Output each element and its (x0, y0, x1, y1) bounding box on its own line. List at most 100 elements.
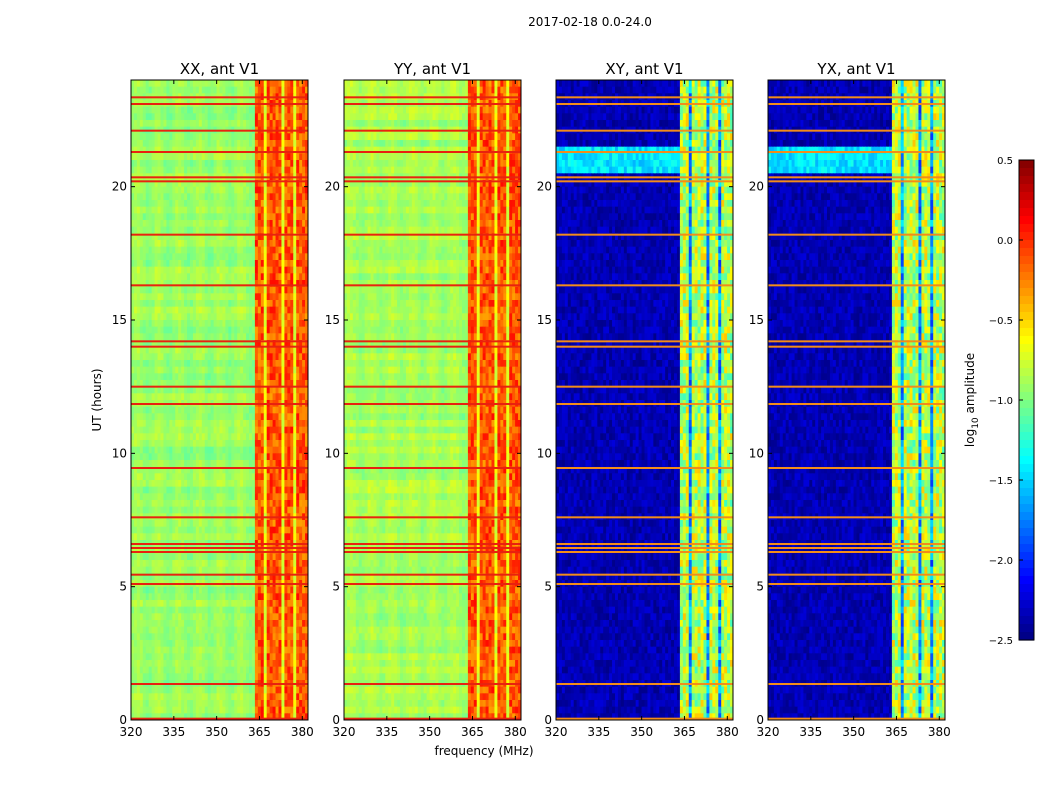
colorbar-segment (1019, 504, 1034, 513)
y-tick-label: 15 (749, 313, 764, 327)
flagged-row (768, 151, 945, 153)
colorbar-label: log10 amplitude (963, 353, 981, 447)
flagged-row (131, 151, 308, 153)
flagged-row (131, 103, 308, 105)
colorbar-segment (1019, 520, 1034, 529)
colorbar-segment (1019, 192, 1034, 201)
colorbar-tick-label: −1.5 (989, 476, 1013, 487)
flagged-row (131, 551, 308, 553)
colorbar-segment (1019, 488, 1034, 497)
flagged-row (131, 583, 308, 585)
flagged-row (131, 176, 308, 179)
plot-frame (555, 79, 734, 721)
y-tick-label: 20 (537, 180, 552, 194)
flagged-row (344, 233, 521, 236)
panel-title: YY, ant V1 (393, 60, 471, 78)
colorbar-segment (1019, 472, 1034, 481)
flagged-row (768, 284, 945, 287)
colorbar-segment (1019, 448, 1034, 457)
flagged-row (556, 717, 733, 720)
colorbar-segment (1019, 592, 1034, 601)
x-tick-label: 380 (716, 725, 739, 739)
x-tick-label: 365 (248, 725, 271, 739)
y-axis-label: UT (hours) (90, 368, 104, 431)
colorbar-segment (1019, 584, 1034, 593)
colorbar-segment (1019, 224, 1034, 233)
flagged-row (344, 180, 521, 183)
flagged-row (131, 467, 308, 469)
colorbar-segment (1019, 552, 1034, 561)
flagged-row (768, 683, 945, 685)
x-tick-label: 335 (162, 725, 185, 739)
y-tick-label: 5 (119, 580, 127, 594)
flagged-row (768, 403, 945, 405)
flagged-row (344, 151, 521, 153)
colorbar-segment (1019, 408, 1034, 417)
colorbar-segment (1019, 264, 1034, 273)
flagged-row (131, 385, 308, 388)
colorbar-segment (1019, 440, 1034, 449)
flagged-row (556, 151, 733, 153)
flagged-row (131, 180, 308, 183)
colorbar-segment (1019, 248, 1034, 257)
x-tick-label: 380 (928, 725, 951, 739)
x-tick-label: 365 (461, 725, 484, 739)
y-tick-label: 20 (749, 180, 764, 194)
colorbar-tick-label: 0.0 (997, 236, 1013, 247)
colorbar-segment (1019, 608, 1034, 617)
y-tick-label: 10 (112, 446, 127, 460)
colorbar-segment (1019, 184, 1034, 193)
y-tick-label: 10 (325, 446, 340, 460)
flagged-row (768, 340, 945, 343)
flagged-row (344, 284, 521, 287)
y-tick-label: 0 (119, 713, 127, 727)
flagged-row (131, 683, 308, 685)
flagged-row (556, 573, 733, 576)
flagged-row (344, 547, 521, 549)
y-tick-label: 20 (325, 180, 340, 194)
flagged-row (344, 543, 521, 545)
flagged-row (131, 573, 308, 576)
flagged-row (344, 573, 521, 576)
flagged-row (768, 96, 945, 99)
panel-title: XY, ant V1 (605, 60, 683, 78)
plot-frame (767, 79, 946, 721)
colorbar-segment (1019, 528, 1034, 537)
flagged-row (556, 547, 733, 549)
flagged-row (344, 583, 521, 585)
figure-title: 2017-02-18 0.0-24.0 (528, 15, 652, 29)
colorbar-tick-label: −1.0 (989, 396, 1013, 407)
flagged-row (556, 551, 733, 553)
x-tick-label: 320 (545, 725, 568, 739)
flagged-row (344, 129, 521, 132)
flagged-row (344, 551, 521, 553)
flagged-row (556, 96, 733, 99)
colorbar-tick-label: −2.5 (989, 636, 1013, 647)
y-tick-label: 0 (332, 713, 340, 727)
flagged-row (768, 129, 945, 132)
colorbar-segment (1019, 432, 1034, 441)
flagged-row (344, 403, 521, 405)
y-tick-label: 10 (749, 446, 764, 460)
flagged-row (131, 543, 308, 545)
flagged-row (344, 176, 521, 179)
flagged-row (556, 180, 733, 183)
flagged-row (768, 551, 945, 553)
colorbar-tick-label: −0.5 (989, 316, 1013, 327)
heatmap-image (768, 80, 945, 720)
y-tick-label: 0 (756, 713, 764, 727)
flagged-row (344, 103, 521, 105)
colorbar-segment (1019, 384, 1034, 393)
colorbar-segment (1019, 512, 1034, 521)
colorbar-segment (1019, 360, 1034, 369)
panel-title: YX, ant V1 (816, 60, 895, 78)
colorbar-tick-label: −2.0 (989, 556, 1013, 567)
x-tick-label: 365 (885, 725, 908, 739)
colorbar-segment (1019, 200, 1034, 209)
flagged-row (344, 345, 521, 348)
colorbar-segment (1019, 496, 1034, 505)
colorbar-segment (1019, 560, 1034, 569)
flagged-row (344, 96, 521, 99)
y-tick-label: 5 (332, 580, 340, 594)
flagged-row (344, 467, 521, 469)
